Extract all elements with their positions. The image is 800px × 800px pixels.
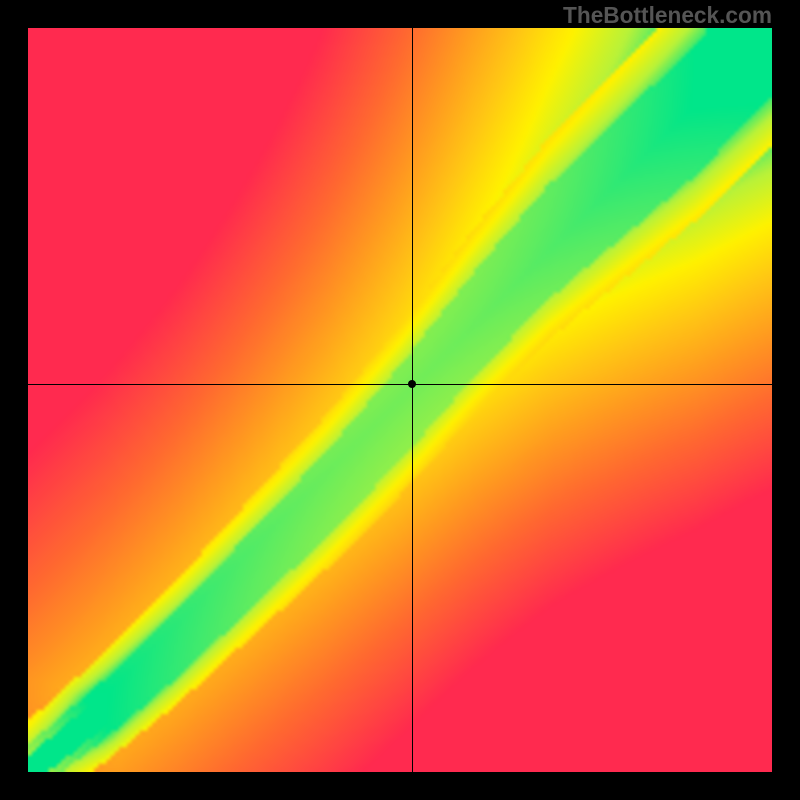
crosshair-vertical [412,28,413,772]
chart-container: TheBottleneck.com [0,0,800,800]
watermark-text: TheBottleneck.com [563,2,772,29]
heatmap-canvas [28,28,772,772]
crosshair-horizontal [28,384,772,385]
center-marker-dot [408,380,416,388]
